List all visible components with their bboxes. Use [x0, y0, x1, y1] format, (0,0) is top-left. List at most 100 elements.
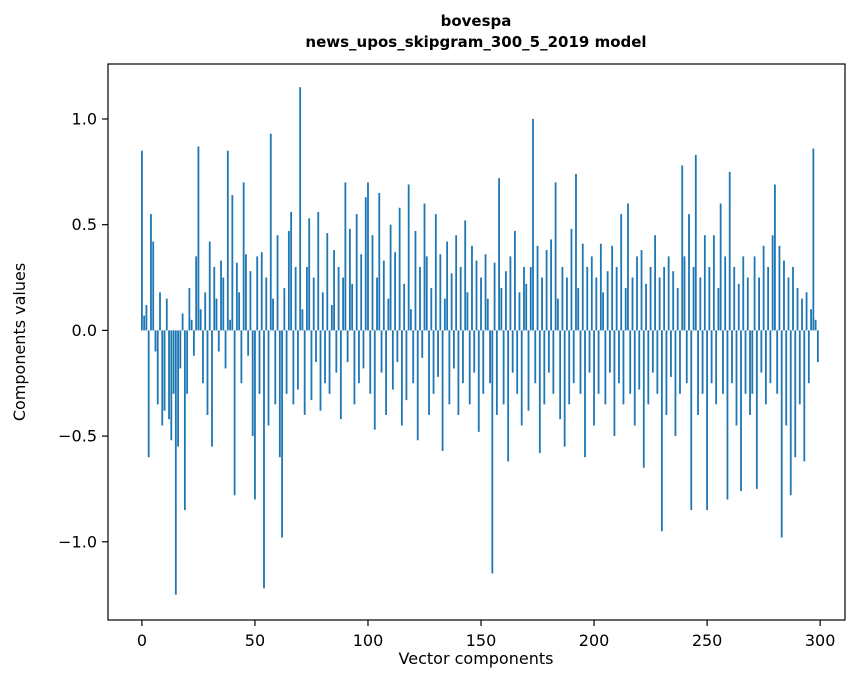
bar	[620, 214, 623, 331]
bar	[177, 330, 179, 447]
bar	[240, 330, 243, 384]
bar	[168, 330, 170, 420]
bar	[281, 330, 283, 538]
bar	[156, 330, 159, 405]
x-tick-label: 250	[692, 631, 723, 650]
bar	[421, 330, 424, 358]
bar	[536, 245, 539, 331]
bar	[428, 330, 430, 415]
y-tick-label: 0.0	[72, 321, 97, 340]
bar	[769, 330, 772, 384]
bar	[706, 330, 708, 511]
y-tick-label: 1.0	[72, 109, 97, 128]
bar	[482, 330, 485, 394]
bar	[330, 305, 333, 331]
bar	[319, 330, 322, 411]
bar	[183, 330, 186, 511]
bar	[193, 330, 195, 356]
bar	[588, 330, 591, 373]
y-tick-label: 0.5	[72, 215, 97, 234]
bar	[690, 330, 693, 511]
bar	[174, 330, 177, 595]
bar	[335, 330, 338, 373]
bar	[532, 118, 534, 331]
bar	[618, 330, 620, 384]
bar	[235, 262, 238, 331]
bar	[504, 271, 507, 331]
bar	[717, 288, 720, 331]
bar	[785, 330, 788, 426]
bar	[211, 330, 213, 447]
bar	[572, 330, 575, 384]
bar	[584, 330, 586, 458]
bar	[733, 266, 736, 331]
bar	[760, 330, 763, 373]
bar	[509, 256, 512, 331]
bar	[152, 241, 155, 331]
bar	[353, 330, 356, 405]
bar	[502, 330, 505, 405]
bar	[595, 277, 598, 331]
bar	[667, 256, 670, 331]
bar	[477, 330, 480, 432]
bar	[202, 330, 204, 384]
bar	[547, 330, 550, 373]
bar	[355, 214, 358, 331]
bar	[290, 211, 293, 331]
bar	[559, 330, 562, 420]
bar	[719, 203, 722, 331]
bar	[570, 228, 573, 331]
bar	[181, 313, 184, 331]
bar	[507, 330, 510, 462]
bar	[462, 330, 464, 384]
bar	[348, 228, 351, 331]
bar	[464, 220, 467, 331]
bar	[186, 330, 189, 394]
bar	[778, 245, 781, 331]
bar	[801, 298, 803, 331]
bar	[545, 250, 548, 331]
bar	[712, 235, 715, 331]
bar	[391, 330, 394, 390]
bar	[364, 197, 367, 331]
bar	[523, 266, 525, 331]
bar	[568, 330, 571, 405]
bar	[471, 245, 473, 331]
bar	[608, 330, 611, 373]
bar	[692, 266, 695, 331]
bar	[328, 330, 331, 394]
bar	[590, 256, 593, 331]
bar	[789, 330, 792, 496]
bar	[448, 330, 451, 405]
bar	[665, 330, 668, 415]
bar	[443, 298, 446, 331]
bar	[199, 309, 202, 331]
bar	[731, 330, 733, 384]
bar	[285, 330, 288, 394]
bar	[437, 330, 439, 377]
bar	[358, 330, 360, 384]
bar	[672, 271, 675, 331]
bar	[581, 243, 584, 331]
bar	[251, 330, 254, 437]
ticks-group: 0 50 100 150 200 250 300 −1.0 −0.5 0.0 0.5 1.0	[58, 109, 835, 650]
plot-border	[107, 63, 846, 621]
bar	[446, 241, 449, 331]
bar	[685, 330, 688, 384]
x-tick-label: 150	[466, 631, 497, 650]
bar	[342, 277, 345, 331]
bar	[292, 330, 295, 405]
bar	[746, 277, 749, 331]
bar	[294, 266, 297, 331]
bar	[369, 330, 372, 394]
bar	[597, 330, 600, 394]
bar	[351, 283, 354, 331]
bar	[493, 262, 496, 331]
bar	[231, 195, 234, 331]
bar	[724, 256, 727, 331]
bar	[452, 330, 455, 369]
bar	[529, 266, 532, 331]
bar	[656, 330, 659, 394]
bar	[337, 266, 340, 331]
bar	[715, 330, 718, 405]
